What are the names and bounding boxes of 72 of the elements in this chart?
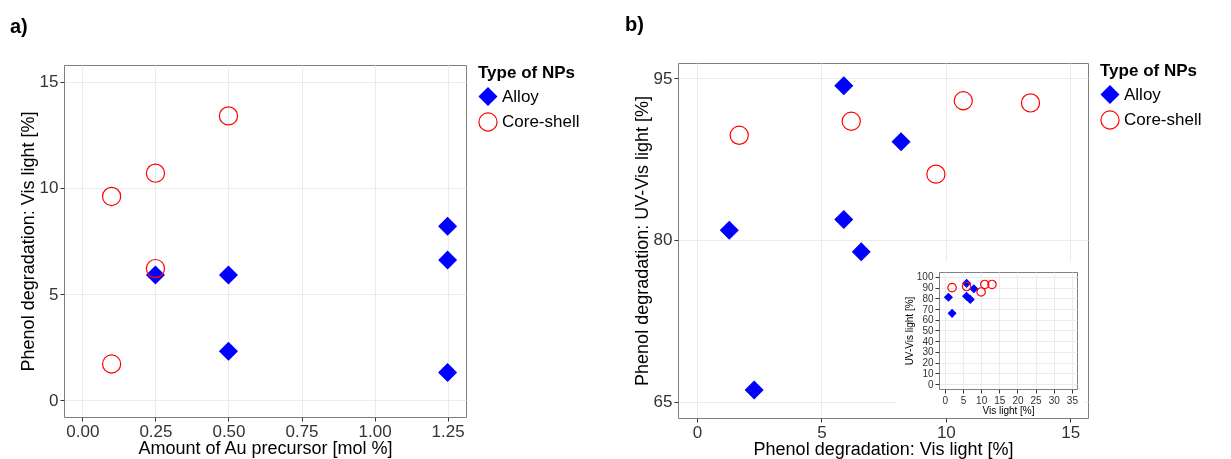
- y-tick-label: 50: [922, 325, 934, 336]
- point: [841, 111, 861, 131]
- legend-label: Alloy: [502, 86, 540, 106]
- y-tick-label: 60: [922, 314, 934, 326]
- legend-title: Type of NPs: [478, 63, 575, 82]
- y-tick-label: 10: [922, 367, 934, 379]
- x-tick-label: 35: [1066, 394, 1079, 406]
- y-tick-label: 80: [922, 292, 934, 304]
- point: [834, 76, 854, 95]
- point: [834, 210, 854, 229]
- point: [962, 291, 971, 301]
- point: [219, 342, 238, 361]
- y-tick-label: 80: [653, 230, 673, 250]
- point: [976, 287, 986, 297]
- x-tick-label: 15: [1061, 422, 1081, 442]
- y-tick-label: 10: [39, 178, 59, 198]
- x-tick-label: 10: [976, 394, 988, 406]
- point: [729, 125, 749, 145]
- point: [101, 354, 122, 374]
- point: [219, 265, 238, 285]
- point: [947, 309, 957, 318]
- legend-label: Core-shell: [1124, 110, 1202, 129]
- point: [1020, 93, 1041, 113]
- point: [744, 380, 764, 400]
- y-tick-label: 100: [916, 271, 934, 283]
- y-tick-label: 70: [922, 303, 934, 315]
- point: [851, 242, 871, 262]
- x-tick-label: 15: [994, 394, 1006, 406]
- legend-label: Core-shell: [502, 112, 580, 131]
- x-tick-label: 5: [960, 394, 967, 406]
- x-tick-label: 0.00: [66, 421, 100, 441]
- point: [953, 91, 973, 111]
- x-tick-label: 0: [692, 422, 703, 442]
- point: [969, 284, 979, 294]
- point: [947, 282, 957, 293]
- y-tick-label: 5: [49, 284, 59, 304]
- point: [961, 281, 972, 292]
- point: [101, 186, 122, 207]
- y-axis-title: Phenol degradation: UV-Vis light [%]: [631, 96, 652, 386]
- point: [438, 250, 457, 270]
- legend-title: Type of NPs: [1100, 61, 1197, 80]
- point: [979, 279, 990, 290]
- x-tick-label: 25: [1030, 394, 1043, 406]
- legend-label: Alloy: [1124, 84, 1162, 104]
- y-tick-label: 65: [653, 392, 673, 412]
- point: [965, 295, 975, 304]
- y-tick-label: 95: [653, 68, 673, 88]
- x-tick-label: 0: [942, 394, 949, 406]
- point: [891, 132, 911, 152]
- point: [987, 279, 997, 290]
- point: [944, 292, 953, 302]
- y-tick-label: 30: [922, 346, 934, 358]
- y-axis-title: Phenol degradation: Vis light [%]: [17, 111, 38, 372]
- y-tick-label: 40: [922, 335, 934, 347]
- x-tick-label: 20: [1012, 394, 1024, 406]
- y-axis-title: UV-Vis light [%]: [903, 296, 915, 366]
- y-tick-label: 0: [927, 378, 934, 390]
- chart-title: b): [625, 13, 644, 35]
- chart-title: a): [10, 15, 28, 37]
- point: [438, 216, 457, 236]
- x-tick-label: 1.25: [431, 421, 465, 441]
- point: [145, 258, 166, 279]
- x-tick-label: 30: [1048, 394, 1061, 406]
- point: [926, 164, 946, 184]
- y-tick-label: 20: [922, 357, 934, 369]
- point: [438, 363, 457, 382]
- y-tick-label: 90: [922, 282, 934, 294]
- point: [720, 220, 739, 240]
- point: [145, 163, 166, 183]
- point: [218, 106, 239, 126]
- x-axis-title: Vis light [%]: [982, 404, 1035, 416]
- y-tick-label: 15: [39, 72, 59, 92]
